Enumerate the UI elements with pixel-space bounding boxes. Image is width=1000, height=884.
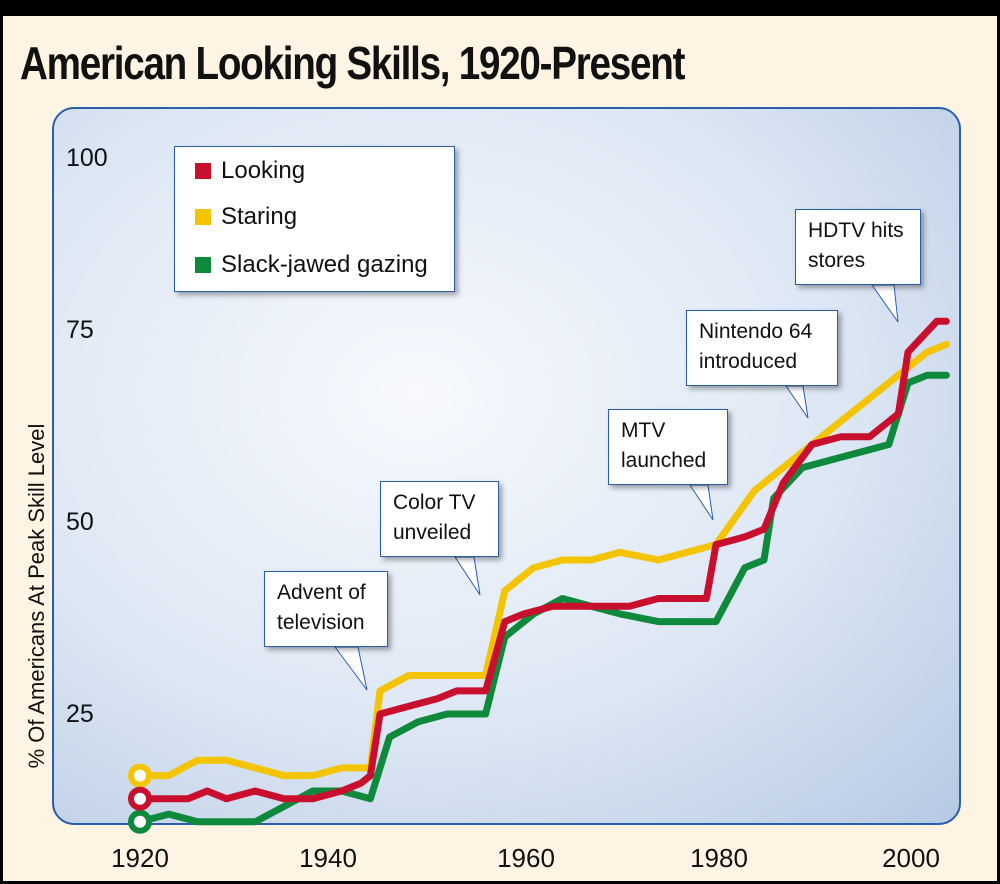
annotation-line: MTV — [621, 419, 666, 442]
annotation-line: stores — [808, 249, 866, 272]
annotation-line: Nintendo 64 — [699, 320, 813, 343]
annotation-line: introduced — [699, 350, 798, 373]
series-staring-line — [136, 340, 950, 780]
annotation-pointer-nintendo-64-introduced — [785, 385, 809, 419]
x-tick-label: 1980 — [690, 843, 748, 873]
legend-swatch-slack-jawed-gazing — [195, 257, 211, 273]
series-staring-start-marker — [128, 763, 152, 788]
annotation-line: HDTV hits — [808, 219, 904, 242]
series-slack-jawed-gazing-start-marker — [128, 809, 152, 834]
top-border — [0, 0, 1000, 16]
x-tick-label: 1940 — [299, 843, 357, 873]
annotation-pointer-advent-of-television — [334, 646, 368, 691]
annotation-line: Advent of — [277, 581, 366, 604]
legend-label: Slack-jawed gazing — [221, 251, 428, 278]
annotation-pointer-mtv-launched — [689, 484, 714, 521]
series-looking-line — [136, 317, 950, 803]
y-tick-label: 25 — [66, 700, 94, 728]
annotation-line: unveiled — [393, 521, 472, 544]
annotation-line: launched — [621, 449, 707, 472]
frame-right-border — [997, 16, 1000, 884]
legend: Looking Staring Slack-jawed gazing — [174, 146, 455, 292]
annotation-pointer-color-tv-unveiled — [454, 556, 481, 596]
legend-label: Looking — [221, 157, 306, 184]
annotation-pointer-hdtv-hits-stores — [871, 284, 899, 323]
annotation-hdtv-hits-stores: HDTV hits stores — [795, 209, 921, 285]
x-tick-label: 2000 — [882, 843, 940, 873]
y-tick-label: 100 — [66, 144, 108, 172]
y-tick-label: 75 — [66, 316, 94, 344]
y-tick-label: 50 — [66, 508, 94, 536]
legend-swatch-staring — [195, 209, 211, 225]
annotation-nintendo-64-introduced: Nintendo 64 introduced — [686, 310, 838, 386]
annotation-advent-of-television: Advent of television — [264, 571, 388, 647]
legend-label: Staring — [221, 203, 298, 230]
series-looking-start-marker — [128, 786, 152, 811]
annotation-mtv-launched: MTV launched — [608, 409, 728, 485]
x-tick-label: 1960 — [497, 843, 555, 873]
frame-left-border — [0, 16, 3, 884]
annotation-line: Color TV — [393, 491, 476, 514]
series-layer — [128, 284, 950, 834]
frame-bottom-border — [0, 881, 1000, 884]
legend-swatch-looking — [195, 163, 211, 179]
annotation-color-tv-unveiled: Color TV unveiled — [380, 481, 499, 557]
y-axis-label: % Of Americans At Peak Skill Level — [24, 423, 49, 769]
annotation-line: television — [277, 611, 365, 634]
chart-title: American Looking Skills, 1920-Present — [20, 37, 685, 89]
x-tick-label: 1920 — [111, 843, 169, 873]
